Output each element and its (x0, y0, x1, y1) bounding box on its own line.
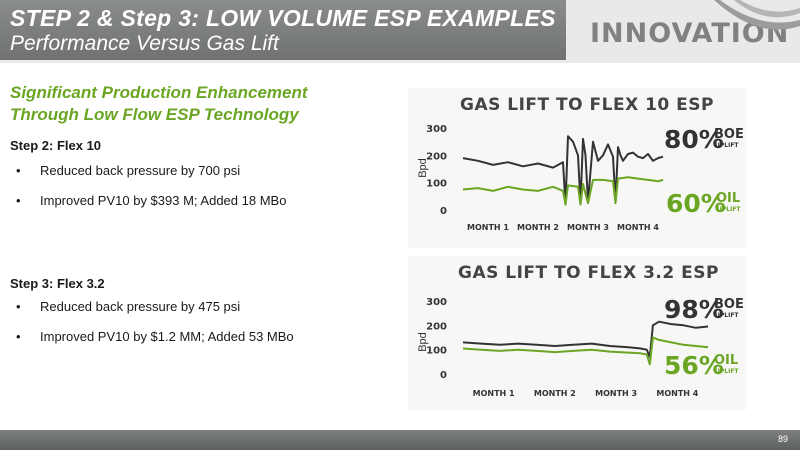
x-tick-label: MONTH 1 (473, 389, 515, 398)
y-tick-label: 0 (440, 370, 447, 381)
slide-title: STEP 2 & Step 3: LOW VOLUME ESP EXAMPLES (10, 5, 556, 31)
y-tick-label: 300 (426, 124, 447, 135)
x-tick-label: MONTH 1 (467, 223, 509, 232)
boe-uplift-value: 98% (664, 295, 724, 324)
bullet-item: Improved PV10 by $1.2 MM; Added 53 MBo (10, 329, 294, 359)
step-3-bullets: Reduced back pressure by 475 psi Improve… (10, 299, 294, 359)
step-2-bullets: Reduced back pressure by 700 psi Improve… (10, 163, 286, 223)
bullet-item: Improved PV10 by $393 M; Added 18 MBo (10, 193, 286, 223)
title-banner: STEP 2 & Step 3: LOW VOLUME ESP EXAMPLES… (0, 0, 566, 60)
series-line-boe (462, 135, 664, 206)
page-number: 89 (777, 434, 788, 444)
chart-title: GAS LIFT TO FLEX 3.2 ESP (458, 263, 719, 283)
y-tick-label: 100 (426, 346, 447, 357)
x-tick-label: MONTH 3 (567, 223, 609, 232)
boe-uplift-sub: UPLIFT (715, 142, 739, 149)
oil-uplift-sub: UPLIFT (715, 368, 739, 375)
x-tick-label: MONTH 2 (534, 389, 576, 398)
y-axis-label: Bpd (417, 158, 429, 178)
headline-line-2: Through Low Flow ESP Technology (10, 105, 299, 124)
oil-uplift-label: OIL (714, 353, 738, 368)
headline: Significant Production Enhancement Throu… (10, 82, 308, 126)
y-axis-label: Bpd (417, 332, 429, 352)
slide-subtitle: Performance Versus Gas Lift (10, 32, 279, 55)
boe-uplift-label: BOE (714, 297, 744, 312)
boe-uplift-label: BOE (714, 127, 744, 142)
x-tick-label: MONTH 4 (617, 223, 659, 232)
flex3-2-chart: GAS LIFT TO FLEX 3.2 ESP Bpd 3002001000 … (408, 256, 746, 410)
oil-uplift-sub: UPLIFT (717, 206, 741, 213)
series-line-oil (462, 336, 709, 366)
flex10-chart: GAS LIFT TO FLEX 10 ESP Bpd 300 200 100 0 M… (408, 88, 746, 248)
y-tick-label: 0 (440, 206, 447, 217)
bullet-item: Reduced back pressure by 475 psi (10, 299, 294, 329)
x-tick-label: MONTH 4 (656, 389, 698, 398)
boe-uplift-sub: UPLIFT (715, 312, 739, 319)
series-line-oil (462, 176, 664, 206)
bullet-item: Reduced back pressure by 700 psi (10, 163, 286, 193)
oil-uplift-value: 60% (666, 189, 726, 218)
y-tick-label: 200 (426, 321, 447, 332)
x-tick-label: MONTH 3 (595, 389, 637, 398)
y-tick-label: 200 (426, 151, 447, 162)
step-2-label: Step 2: Flex 10 (10, 138, 102, 153)
slide-header: STEP 2 & Step 3: LOW VOLUME ESP EXAMPLES… (0, 0, 800, 63)
oil-uplift-label: OIL (716, 191, 740, 206)
y-tick-label: 100 (426, 179, 447, 190)
chart-title: GAS LIFT TO FLEX 10 ESP (460, 95, 714, 115)
x-tick-label: MONTH 2 (517, 223, 559, 232)
series-line-boe (462, 320, 709, 358)
step-3-label: Step 3: Flex 3.2 (10, 276, 105, 291)
y-tick-label: 300 (426, 297, 447, 308)
headline-line-1: Significant Production Enhancement (10, 83, 308, 102)
oil-uplift-value: 56% (664, 351, 724, 380)
slide-footer: 89 (0, 430, 800, 450)
logo-swoosh-icon (714, 0, 800, 30)
boe-uplift-value: 80% (664, 125, 724, 154)
